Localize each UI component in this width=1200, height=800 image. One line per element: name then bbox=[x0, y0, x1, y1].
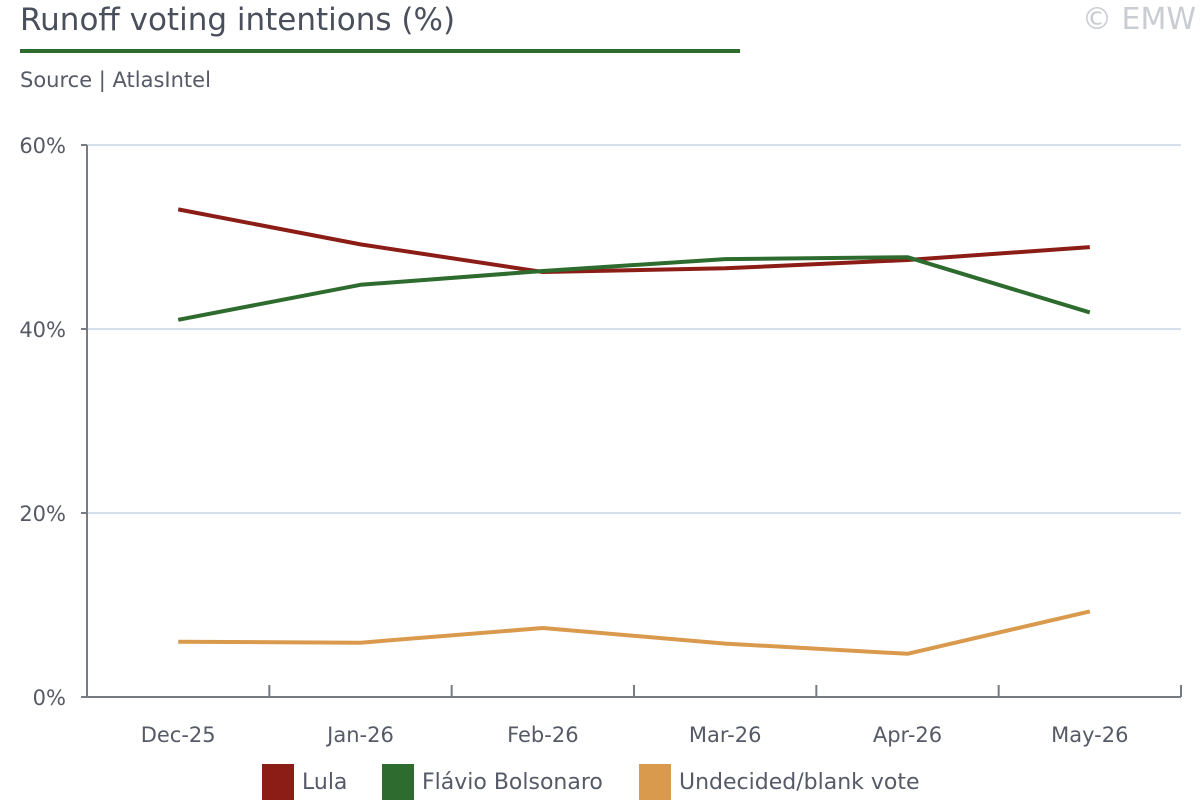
legend-label: Lula bbox=[302, 769, 348, 795]
legend-label: Flávio Bolsonaro bbox=[422, 769, 603, 795]
legend-swatch bbox=[639, 764, 671, 800]
legend-item: Undecided/blank vote bbox=[639, 764, 920, 800]
legend-swatch bbox=[262, 764, 294, 800]
x-tick-label: Mar-26 bbox=[689, 723, 762, 747]
series-line-undecided-blank-vote bbox=[178, 609, 1091, 656]
legend-item: Lula bbox=[262, 764, 347, 800]
chart-legend: Lula Flávio Bolsonaro Undecided/blank vote bbox=[0, 764, 1200, 800]
y-tick-label: 20% bbox=[19, 502, 66, 526]
x-tick-label: Jan-26 bbox=[325, 723, 394, 747]
x-tick-label: May-26 bbox=[1051, 723, 1128, 747]
chart-title: Runoff voting intentions (%) bbox=[20, 2, 456, 38]
series-line-lula bbox=[177, 207, 1090, 274]
line-chart: 0% 20% 40% 60% Dec-25 Jan-26 Feb-26 Mar-26 Apr-2… bbox=[19, 134, 1182, 747]
title-underline bbox=[20, 49, 740, 53]
source-label: Source | AtlasIntel bbox=[20, 68, 211, 92]
y-tick-label: 60% bbox=[19, 134, 66, 158]
y-tick-label: 40% bbox=[19, 318, 66, 342]
x-tick-label: Feb-26 bbox=[507, 723, 578, 747]
legend-label: Undecided/blank vote bbox=[679, 769, 920, 795]
legend-swatch bbox=[382, 764, 414, 800]
series-line-fl-vio-bolsonaro bbox=[177, 255, 1091, 322]
y-tick-label: 0% bbox=[33, 686, 66, 710]
x-tick-label: Dec-25 bbox=[141, 723, 216, 747]
copyright-label: © EMW bbox=[1081, 2, 1196, 37]
x-tick-label: Apr-26 bbox=[873, 723, 942, 747]
legend-item: Flávio Bolsonaro bbox=[382, 764, 603, 800]
